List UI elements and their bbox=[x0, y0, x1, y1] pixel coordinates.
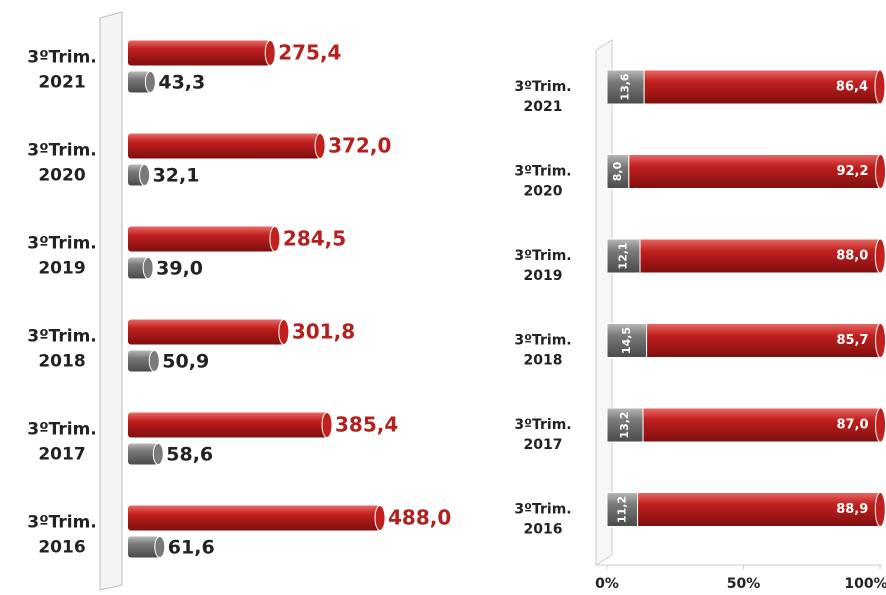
x-tick-label: 100% bbox=[844, 576, 886, 592]
value-label: 50,9 bbox=[162, 351, 209, 373]
bar-cap bbox=[142, 257, 154, 279]
category-label: 3ºTrim. 2017 bbox=[514, 417, 571, 453]
value-label: 13,6 bbox=[619, 73, 632, 100]
bar bbox=[606, 492, 639, 527]
value-label: 85,7 bbox=[836, 333, 868, 348]
bar bbox=[128, 71, 151, 93]
category-label: 3ºTrim. 2021 bbox=[514, 79, 571, 115]
bar-cap bbox=[874, 492, 886, 527]
bar bbox=[128, 40, 271, 66]
category-label: 3ºTrim. 2021 bbox=[27, 48, 97, 93]
value-label: 92,2 bbox=[836, 164, 868, 179]
value-label: 87,0 bbox=[836, 418, 868, 433]
value-label: 12,1 bbox=[617, 242, 630, 269]
bar-cap bbox=[144, 71, 156, 93]
bar-cap bbox=[874, 69, 886, 105]
category-label: 3ºTrim. 2016 bbox=[514, 501, 571, 537]
bar-cap bbox=[148, 350, 160, 372]
bar bbox=[646, 323, 882, 358]
bar-cap bbox=[269, 226, 281, 252]
category-label: 3ºTrim. 2017 bbox=[27, 420, 97, 465]
bar-cap bbox=[875, 154, 886, 189]
value-label: 39,0 bbox=[156, 258, 203, 280]
bar bbox=[128, 412, 328, 438]
bar bbox=[128, 226, 275, 252]
bar bbox=[128, 257, 149, 279]
bar-cap bbox=[875, 407, 886, 443]
x-tick-label: 50% bbox=[727, 576, 761, 592]
value-label: 13,2 bbox=[618, 411, 631, 438]
bar bbox=[606, 407, 644, 443]
value-label: 43,3 bbox=[158, 72, 205, 94]
bar bbox=[128, 505, 380, 531]
value-label: 88,0 bbox=[836, 249, 868, 264]
category-label: 3ºTrim. 2016 bbox=[27, 513, 97, 558]
value-label: 11,2 bbox=[615, 496, 628, 523]
category-label: 3ºTrim. 2018 bbox=[27, 327, 97, 372]
value-label: 385,4 bbox=[335, 413, 398, 437]
value-label: 32,1 bbox=[153, 165, 200, 187]
value-label: 284,5 bbox=[283, 227, 346, 251]
wall bbox=[99, 11, 123, 591]
bar bbox=[128, 319, 284, 345]
value-label: 301,8 bbox=[292, 320, 355, 344]
category-label: 3ºTrim. 2019 bbox=[27, 234, 97, 279]
value-label: 372,0 bbox=[328, 134, 391, 158]
value-label: 14,5 bbox=[620, 327, 633, 354]
category-label: 3ºTrim. 2020 bbox=[514, 163, 571, 199]
bar bbox=[637, 492, 881, 527]
bar-cap bbox=[278, 319, 290, 345]
wall bbox=[595, 39, 613, 566]
bar bbox=[128, 133, 321, 159]
category-label: 3ºTrim. 2018 bbox=[514, 332, 571, 368]
bar bbox=[628, 154, 882, 189]
bar-cap bbox=[374, 505, 386, 531]
value-label: 86,4 bbox=[836, 80, 868, 95]
bar bbox=[642, 407, 882, 443]
category-label: 3ºTrim. 2019 bbox=[514, 248, 571, 284]
bar-cap bbox=[875, 323, 886, 358]
value-label: 488,0 bbox=[388, 506, 451, 530]
value-label: 61,6 bbox=[168, 537, 215, 559]
bar-cap bbox=[152, 443, 164, 465]
bar-cap bbox=[139, 164, 151, 186]
bar bbox=[128, 536, 160, 558]
bar bbox=[128, 350, 155, 372]
value-label: 275,4 bbox=[278, 41, 341, 65]
value-label: 58,6 bbox=[166, 444, 213, 466]
bar-cap bbox=[314, 133, 326, 159]
bar-cap bbox=[154, 536, 166, 558]
category-label: 3ºTrim. 2020 bbox=[27, 141, 97, 186]
value-label: 88,9 bbox=[836, 502, 868, 517]
bar-cap bbox=[874, 238, 886, 274]
bar-cap bbox=[264, 40, 276, 66]
bar-cap bbox=[321, 412, 333, 438]
bar bbox=[128, 443, 159, 465]
value-label: 8,0 bbox=[611, 161, 624, 181]
x-tick-label: 0% bbox=[595, 576, 619, 592]
